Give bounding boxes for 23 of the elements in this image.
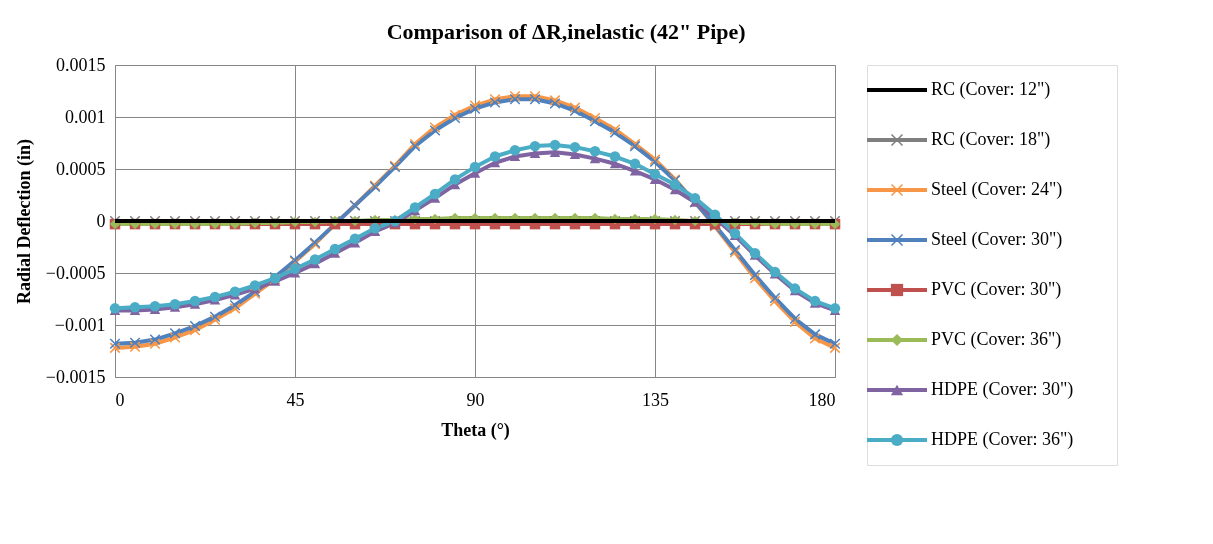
y-tick-label: 0.0005 (56, 158, 106, 179)
legend-label: HDPE (Cover: 30") (931, 379, 1074, 400)
legend-label: PVC (Cover: 30") (931, 279, 1062, 300)
y-tick-label: 0.001 (65, 106, 106, 127)
legend-label: Steel (Cover: 24") (931, 179, 1063, 200)
legend-label: PVC (Cover: 36") (931, 329, 1062, 350)
legend-label: RC (Cover: 12") (931, 79, 1051, 100)
y-tick-label: 0.0015 (56, 54, 106, 75)
x-axis-title: Theta (°) (441, 419, 510, 441)
chart-title: Comparison of ΔR,inelastic (42" Pipe) (386, 18, 746, 44)
y-tick-label: −0.001 (54, 314, 106, 335)
x-tick-label: 45 (286, 389, 305, 410)
x-tick-label: 135 (642, 389, 669, 410)
legend-label: Steel (Cover: 30") (931, 229, 1063, 250)
x-tick-label: 90 (466, 389, 485, 410)
x-tick-label: 0 (115, 389, 125, 410)
x-tick-label: 180 (808, 389, 836, 410)
y-tick-label: −0.0015 (45, 366, 106, 387)
y-tick-label: −0.0005 (45, 262, 106, 283)
y-axis-title: Radial Deflection (in) (13, 139, 35, 304)
legend-label: HDPE (Cover: 36") (931, 429, 1074, 450)
legend-label: RC (Cover: 18") (931, 129, 1051, 150)
y-tick-label: 0 (96, 210, 106, 231)
